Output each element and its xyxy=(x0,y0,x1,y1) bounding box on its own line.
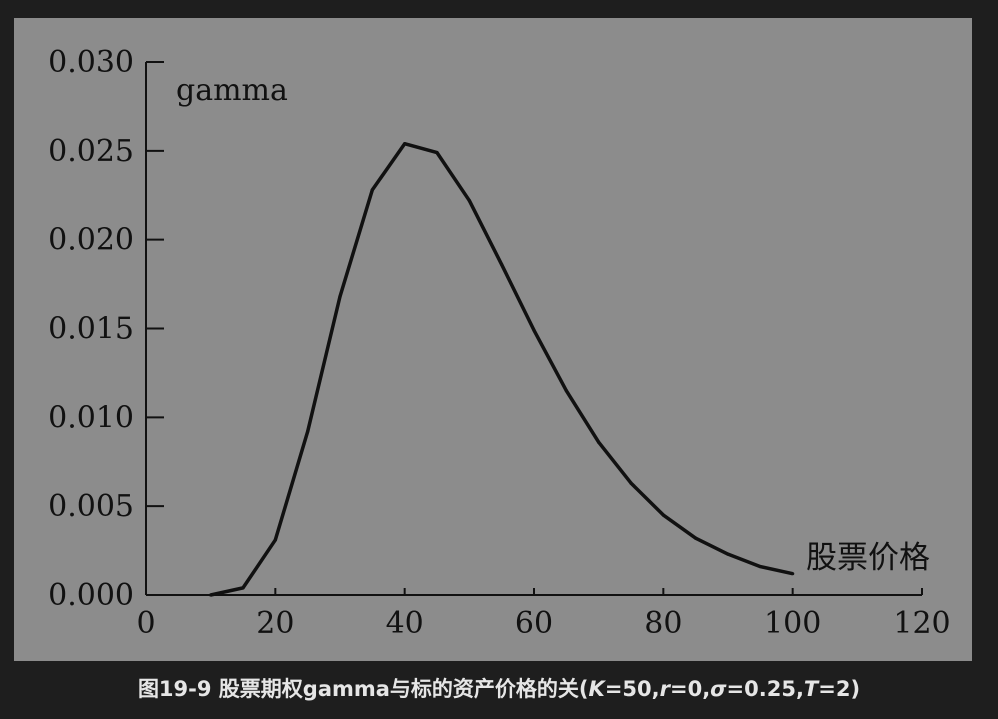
gamma-point xyxy=(370,188,374,192)
y-tick-label: 0.025 xyxy=(48,134,134,169)
chart-figure: 0 20 40 60 80 100 120 0.000 0.005 0.010 0.015 0.020… xyxy=(14,18,972,661)
y-tick-label: 0.005 xyxy=(48,489,134,524)
gamma-point xyxy=(338,294,342,299)
caption-r-symbol: r xyxy=(659,677,670,701)
x-tick-label: 40 xyxy=(386,606,424,641)
gamma-point xyxy=(597,440,601,444)
chart-svg: 0 20 40 60 80 100 120 0.000 0.005 0.010 0.015 0.020… xyxy=(48,45,951,641)
gamma-point xyxy=(241,586,245,590)
y-tick-label: 0.000 xyxy=(48,578,134,613)
y-tick-label: 0.020 xyxy=(48,223,134,258)
gamma-point xyxy=(564,389,568,393)
gamma-point xyxy=(435,151,439,155)
y-tick-label: 0.010 xyxy=(48,400,134,435)
x-tick-label: 60 xyxy=(515,606,553,641)
gamma-point xyxy=(403,142,407,146)
x-tick-label: 120 xyxy=(893,606,950,641)
y-tick-label: 0.015 xyxy=(48,312,134,347)
figure-caption: 图19-9 股票期权gamma与标的资产价格的关(K=50,r=0,σ=0.25… xyxy=(0,673,998,703)
gamma-point xyxy=(532,328,536,332)
caption-r-value: =0, xyxy=(669,677,711,701)
gamma-point xyxy=(467,198,471,203)
caption-t-symbol: T xyxy=(803,677,819,701)
gamma-point xyxy=(306,429,310,434)
x-axis-label: 股票价格 xyxy=(806,540,930,576)
plot-area xyxy=(209,141,795,597)
gamma-point xyxy=(726,552,730,556)
caption-k-value: =50, xyxy=(604,677,660,701)
gamma-point xyxy=(758,564,762,569)
gamma-point xyxy=(661,513,665,517)
gamma-point xyxy=(791,572,795,576)
caption-prefix: 图19-9 股票期权gamma与标的资产价格的关( xyxy=(137,677,589,701)
gamma-point xyxy=(694,536,698,540)
x-tick-label: 20 xyxy=(256,606,294,641)
gamma-point xyxy=(500,262,504,267)
x-tick-label: 100 xyxy=(764,606,821,641)
gamma-point xyxy=(273,538,277,542)
y-axis-label: gamma xyxy=(176,73,288,108)
caption-t-value: =2) xyxy=(818,677,861,701)
caption-sigma-symbol: σ xyxy=(710,677,727,701)
y-tick-label: 0.030 xyxy=(48,45,134,80)
x-tick-label: 0 xyxy=(136,606,155,641)
gamma-point xyxy=(209,593,213,597)
x-tick-label: 80 xyxy=(644,606,682,641)
gamma-point xyxy=(629,481,633,485)
gamma-series-line xyxy=(210,141,794,597)
ticks: 0 20 40 60 80 100 120 0.000 0.005 0.010 0.015 0.020… xyxy=(48,45,951,641)
caption-sigma-value: =0.25, xyxy=(726,677,804,701)
caption-k-symbol: K xyxy=(588,677,605,701)
